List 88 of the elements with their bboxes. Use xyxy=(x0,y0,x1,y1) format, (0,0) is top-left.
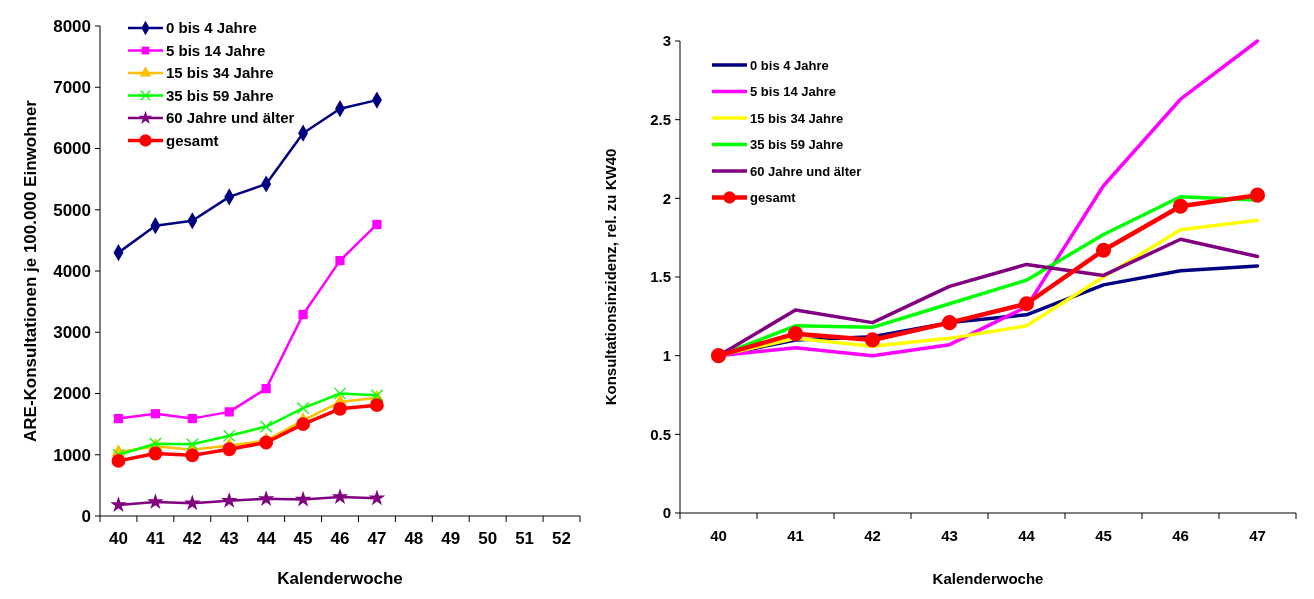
y-tick-label: 2.5 xyxy=(650,110,671,128)
y-tick-label: 3 xyxy=(662,32,671,50)
point xyxy=(110,496,127,513)
point xyxy=(147,493,164,509)
point xyxy=(150,409,160,419)
point xyxy=(148,446,163,461)
point xyxy=(111,453,126,468)
y-tick-label: 8000 xyxy=(53,16,91,36)
legend-label: 0 bis 4 Jahre xyxy=(750,57,829,73)
x-tick-label: 41 xyxy=(787,527,804,544)
x-tick-label: 44 xyxy=(256,529,277,548)
point xyxy=(185,448,200,463)
point xyxy=(187,414,197,424)
y-tick-label: 0 xyxy=(662,504,671,522)
x-tick-label: 45 xyxy=(293,529,313,548)
y-tick-label: 2 xyxy=(662,189,671,207)
point xyxy=(331,488,349,505)
x-tick-label: 50 xyxy=(478,529,498,548)
legend-label: 15 bis 34 Jahre xyxy=(750,110,844,126)
y-tick-label: 1.5 xyxy=(650,268,671,286)
y-tick-label: 4000 xyxy=(53,261,91,281)
point xyxy=(298,309,308,320)
x-tick-label: 46 xyxy=(1172,527,1189,544)
point xyxy=(1172,198,1189,214)
point xyxy=(787,326,804,342)
legend-label: 35 bis 59 Jahre xyxy=(166,86,274,104)
point xyxy=(372,219,382,230)
x-tick-label: 41 xyxy=(145,529,165,548)
point xyxy=(333,401,347,416)
point xyxy=(941,315,958,331)
y-tick-label: 6000 xyxy=(53,139,91,159)
legend-label: 0 bis 4 Jahre xyxy=(166,19,257,37)
x-tick-label: 44 xyxy=(1018,527,1036,544)
x-tick-label: 48 xyxy=(404,529,424,548)
legend-label: gesamt xyxy=(750,190,797,206)
x-tick-label: 49 xyxy=(441,529,461,548)
legend-label: 15 bis 34 Jahre xyxy=(166,64,274,82)
point xyxy=(184,494,201,511)
point xyxy=(296,417,310,432)
x-tick-label: 45 xyxy=(1095,527,1112,544)
x-axis-title: Kalenderwoche xyxy=(932,570,1044,587)
x-tick-label: 47 xyxy=(367,529,387,548)
y-tick-label: 2000 xyxy=(53,384,91,404)
legend-label: 5 bis 14 Jahre xyxy=(166,41,266,59)
x-tick-label: 46 xyxy=(330,529,350,548)
point xyxy=(368,489,386,506)
point xyxy=(710,348,727,364)
y-tick-label: 0 xyxy=(81,506,91,526)
point xyxy=(864,332,881,348)
y-axis-title: Konsultationsinzidenz, rel. zu KW40 xyxy=(602,148,619,406)
y-axis-title: ARE-Konsultationen je 100.000 Einwohner xyxy=(21,99,40,442)
point xyxy=(222,429,236,443)
point xyxy=(335,255,345,266)
point xyxy=(224,407,234,417)
point xyxy=(220,491,238,508)
point xyxy=(333,387,347,400)
legend-label: 60 Jahre und älter xyxy=(750,163,862,179)
x-tick-label: 42 xyxy=(864,527,881,544)
x-tick-label: 47 xyxy=(1249,527,1266,544)
point xyxy=(261,383,271,394)
x-axis-title: Kalenderwoche xyxy=(277,569,403,588)
point xyxy=(1249,187,1266,203)
legend-label: 35 bis 59 Jahre xyxy=(750,137,844,153)
legend-label: gesamt xyxy=(166,131,219,149)
point xyxy=(222,442,237,457)
point xyxy=(296,401,310,415)
point xyxy=(294,490,312,507)
point xyxy=(370,398,384,413)
point xyxy=(259,420,273,433)
y-tick-label: 1 xyxy=(662,346,671,364)
x-tick-label: 52 xyxy=(552,529,571,548)
x-tick-label: 40 xyxy=(109,529,128,548)
x-tick-label: 43 xyxy=(941,527,958,544)
x-tick-label: 40 xyxy=(710,527,727,544)
point xyxy=(257,490,275,506)
y-tick-label: 5000 xyxy=(53,200,91,220)
point xyxy=(1095,242,1112,258)
legend-label: 60 Jahre und älter xyxy=(166,109,295,127)
legend-label: 5 bis 14 Jahre xyxy=(750,84,836,100)
x-tick-label: 43 xyxy=(219,529,239,548)
y-tick-label: 0.5 xyxy=(650,425,671,443)
x-tick-label: 42 xyxy=(182,529,202,548)
y-tick-label: 1000 xyxy=(53,445,91,465)
y-tick-label: 3000 xyxy=(53,323,91,343)
y-tick-label: 7000 xyxy=(53,78,91,98)
x-tick-label: 51 xyxy=(515,529,535,548)
point xyxy=(113,414,124,424)
point xyxy=(1018,296,1035,312)
